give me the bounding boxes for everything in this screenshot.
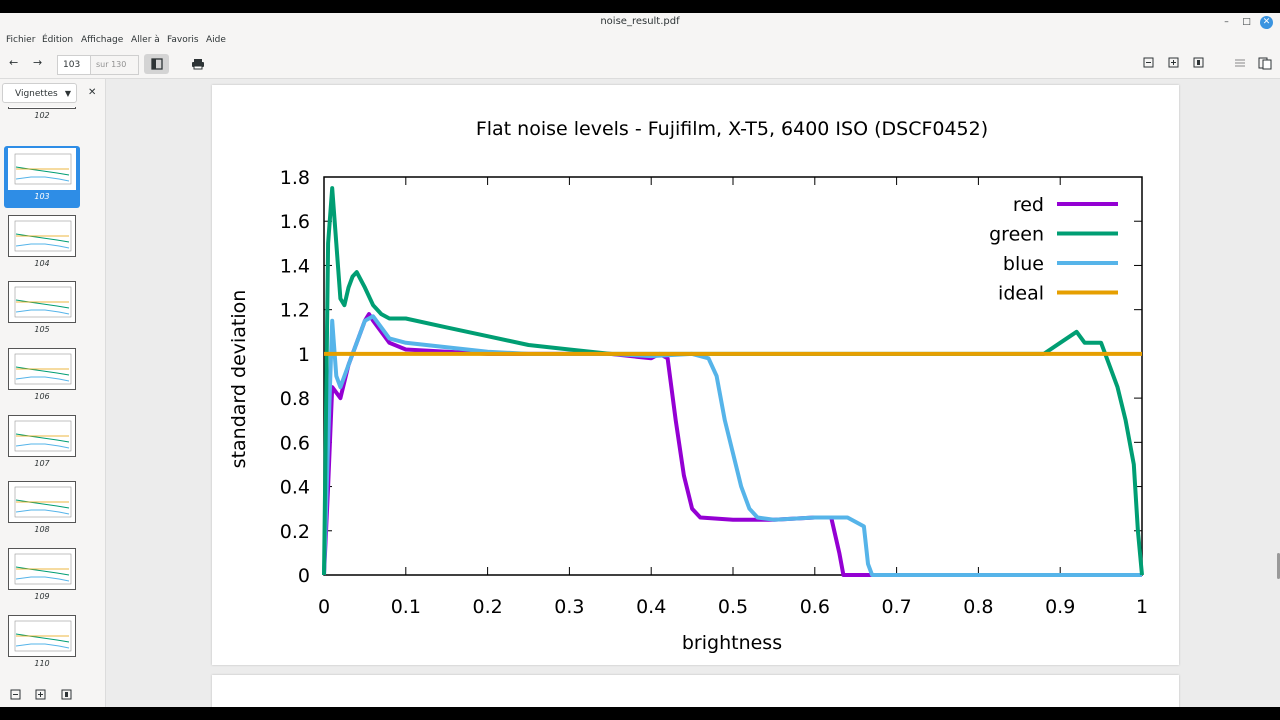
series-line-blue <box>322 314 1142 577</box>
x-tick-label: 0.7 <box>881 596 911 618</box>
series-line-green <box>322 186 1144 576</box>
x-tick-label: 0.2 <box>472 596 502 618</box>
close-button[interactable]: ✕ <box>1260 16 1273 29</box>
menu-affichage[interactable]: Affichage <box>81 35 124 45</box>
view-mode-icon[interactable] <box>1234 57 1246 69</box>
page-number-input[interactable]: 103 <box>57 55 92 75</box>
sidebar-footer <box>0 683 104 707</box>
x-tick-label: 0.5 <box>718 596 748 618</box>
x-tick-label: 0.4 <box>636 596 666 618</box>
x-tick-label: 0.3 <box>554 596 584 618</box>
thumbnail-image <box>8 148 76 190</box>
thumbnail-image <box>8 107 76 109</box>
y-axis-label: standard deviation <box>228 290 250 469</box>
menu-bar: Fichier Édition Affichage Aller à Favori… <box>0 33 1280 50</box>
menu-aide[interactable]: Aide <box>206 35 226 45</box>
x-tick-label: 1 <box>1136 596 1148 618</box>
x-tick-label: 0.1 <box>391 596 421 618</box>
menu-edition[interactable]: Édition <box>42 35 74 45</box>
fit-icon[interactable] <box>61 689 73 701</box>
sidebar-mode-select[interactable]: Vignettes ▼ <box>2 83 77 103</box>
pdf-page: Flat noise levels - Fujifilm, X-T5, 6400… <box>212 85 1179 665</box>
chart-title: Flat noise levels - Fujifilm, X-T5, 6400… <box>476 118 988 140</box>
thumbnail-number: 106 <box>34 392 50 401</box>
arrow-left-icon[interactable]: ← <box>9 56 19 69</box>
y-tick-label: 0.8 <box>280 388 310 410</box>
dual-page-icon[interactable] <box>1258 56 1272 70</box>
thumbnail-image <box>8 615 76 657</box>
x-tick-label: 0.8 <box>963 596 993 618</box>
zoom-in-icon[interactable] <box>1168 57 1180 69</box>
window-title: noise_result.pdf <box>600 16 680 27</box>
y-tick-label: 1.4 <box>280 255 310 277</box>
document-viewer[interactable]: Flat noise levels - Fujifilm, X-T5, 6400… <box>106 79 1280 707</box>
collapse-icon[interactable] <box>10 689 22 701</box>
thumbnail-number: 103 <box>34 192 50 201</box>
expand-icon[interactable] <box>35 689 47 701</box>
thumbnail-page-105[interactable]: 105 <box>4 279 80 341</box>
minimize-button[interactable]: – <box>1224 17 1229 27</box>
title-bar: noise_result.pdf – □ ✕ <box>0 13 1280 33</box>
thumbnail-page-103[interactable]: 103 <box>4 146 80 208</box>
thumbnail-page-108[interactable]: 108 <box>4 479 80 541</box>
zoom-out-icon[interactable] <box>1143 57 1155 69</box>
y-tick-label: 1.8 <box>280 167 310 189</box>
legend-label-blue: blue <box>1003 253 1044 275</box>
toolbar: ← → 103 sur 130 <box>0 50 1280 79</box>
scrollbar[interactable] <box>1277 553 1280 579</box>
legend-label-green: green <box>989 224 1044 246</box>
legend-label-red: red <box>1013 194 1044 216</box>
thumbnail-page-110[interactable]: 110 <box>4 613 80 675</box>
thumbnail-page-107[interactable]: 107 <box>4 413 80 475</box>
thumbnail-image <box>8 281 76 323</box>
y-tick-label: 0.2 <box>280 521 310 543</box>
thumbnail-image <box>8 481 76 523</box>
thumbnail-image <box>8 215 76 257</box>
close-icon[interactable]: ✕ <box>88 87 97 98</box>
thumbnail-image <box>8 548 76 590</box>
maximize-button[interactable]: □ <box>1242 17 1251 27</box>
x-axis-label: brightness <box>682 632 782 654</box>
fit-page-icon[interactable] <box>1193 57 1205 69</box>
sidebar-toggle-button[interactable] <box>144 54 169 74</box>
thumbnail-page-109[interactable]: 109 <box>4 546 80 608</box>
thumbnail-number: 105 <box>34 325 50 334</box>
sidebar-mode-label: Vignettes <box>15 89 58 99</box>
printer-icon[interactable] <box>191 57 205 71</box>
x-tick-label: 0 <box>318 596 330 618</box>
y-tick-label: 0.4 <box>280 477 310 499</box>
y-tick-label: 1.2 <box>280 300 310 322</box>
page-total: sur 130 <box>90 55 139 75</box>
y-tick-label: 1 <box>298 344 310 366</box>
thumbnail-number: 108 <box>34 525 50 534</box>
pdf-viewer-window: noise_result.pdf – □ ✕ Fichier Édition A… <box>0 13 1280 707</box>
chevron-down-icon: ▼ <box>64 89 71 98</box>
legend-label-ideal: ideal <box>998 283 1044 305</box>
x-tick-label: 0.6 <box>800 596 830 618</box>
menu-fichier[interactable]: Fichier <box>6 35 36 45</box>
thumbnail-page-106[interactable]: 106 <box>4 346 80 408</box>
thumbnail-number: 109 <box>34 592 50 601</box>
thumbnail-number: 102 <box>34 111 50 120</box>
x-tick-label: 0.9 <box>1045 596 1075 618</box>
arrow-right-icon[interactable]: → <box>33 56 43 69</box>
menu-aller-a[interactable]: Aller à <box>131 35 160 45</box>
thumbnail-number: 110 <box>34 659 50 668</box>
menu-favoris[interactable]: Favoris <box>167 35 199 45</box>
thumbnail-list: 102 103 104 105 106 107 108 109 110 <box>0 107 103 683</box>
thumbnail-page-102[interactable]: 102 <box>4 107 80 127</box>
sidebar: Vignettes ▼ ✕ 102 103 104 105 106 107 108 109 11… <box>0 79 106 707</box>
thumbnail-image <box>8 415 76 457</box>
next-pdf-page <box>212 675 1179 707</box>
thumbnail-page-104[interactable]: 104 <box>4 213 80 275</box>
y-tick-label: 0 <box>298 565 310 587</box>
y-tick-label: 1.6 <box>280 211 310 233</box>
thumbnail-number: 104 <box>34 259 50 268</box>
y-tick-label: 0.6 <box>280 432 310 454</box>
noise-chart: Flat noise levels - Fujifilm, X-T5, 6400… <box>228 118 1148 654</box>
thumbnail-image <box>8 348 76 390</box>
sidebar-icon <box>151 58 163 70</box>
thumbnail-number: 107 <box>34 459 50 468</box>
